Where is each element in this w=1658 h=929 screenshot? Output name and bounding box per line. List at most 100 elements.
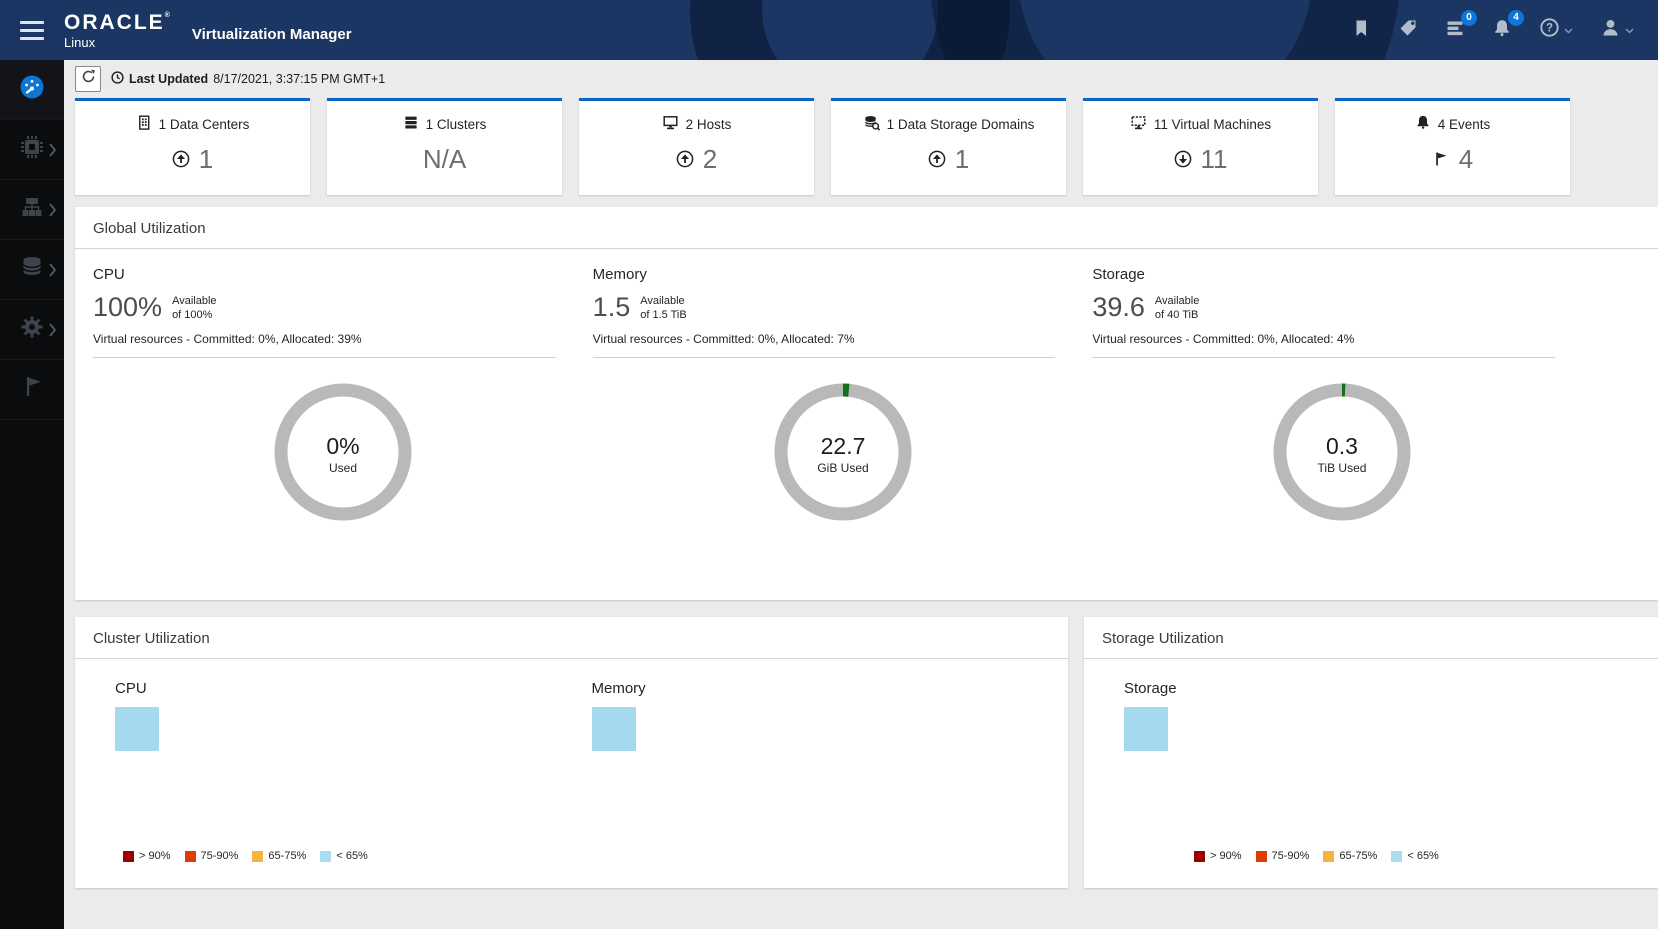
cpu-donut-chart: 0% Used: [274, 383, 412, 521]
notifications-button[interactable]: 4: [1492, 9, 1524, 43]
heatmap-legend: > 90% 75-90% 65-75% < 65%: [1194, 850, 1439, 862]
card-label-text: 1 Data Storage Domains: [886, 116, 1035, 132]
chevron-down-icon: [1625, 21, 1634, 39]
gauge-available-caption: Available of 40 TiB: [1154, 295, 1200, 322]
chevron-right-icon: [49, 323, 57, 342]
legend-item: 65-75%: [1323, 850, 1377, 862]
card-hosts[interactable]: 2 Hosts 2: [579, 98, 814, 195]
legend-item: < 65%: [1391, 850, 1439, 862]
svg-text:GiB Used: GiB Used: [817, 461, 868, 475]
panel-title: Storage Utilization: [1084, 617, 1658, 659]
network-icon: [18, 193, 46, 226]
cluster-utilization-panel: Cluster Utilization CPU Memory > 90% 75-…: [75, 617, 1068, 888]
storage-utilization-panel: Storage Utilization Storage > 90% 75-90%…: [1084, 617, 1658, 888]
card-virtual-machines[interactable]: 11 Virtual Machines 11: [1083, 98, 1318, 195]
card-label-text: 4 Events: [1437, 116, 1491, 132]
sidebar-item-dashboard[interactable]: [0, 60, 64, 120]
legend-item: 75-90%: [184, 850, 238, 862]
gauge-subtext: Virtual resources - Committed: 0%, Alloc…: [1092, 332, 1556, 358]
card-label-text: 2 Hosts: [685, 116, 732, 132]
tasks-button[interactable]: 0: [1445, 9, 1477, 43]
svg-text:0%: 0%: [326, 433, 359, 459]
hamburger-menu-icon[interactable]: [0, 0, 64, 60]
sidebar-item-network[interactable]: [0, 180, 64, 240]
heatmap-cell[interactable]: [1124, 707, 1168, 751]
legend-item: > 90%: [123, 850, 171, 862]
gauge-storage: Storage 39.6 Available of 40 TiB Virtual…: [1092, 257, 1592, 522]
help-icon: ?: [1539, 17, 1560, 43]
gauge-cpu: CPU 100% Available of 100% Virtual resou…: [93, 257, 593, 522]
svg-text:Used: Used: [329, 461, 357, 475]
chevron-right-icon: [49, 263, 57, 282]
legend-swatch: [1194, 850, 1205, 862]
svg-text:0.3: 0.3: [1326, 433, 1358, 459]
brand-oracle-text: ORACLE®: [64, 10, 170, 34]
tasks-count-badge: 0: [1461, 9, 1477, 26]
bookmark-button[interactable]: [1351, 18, 1371, 43]
brand-linux-text: Linux: [64, 34, 96, 50]
legend-item: < 65%: [320, 850, 368, 862]
legend-item: > 90%: [1194, 850, 1242, 862]
card-data-centers[interactable]: 1 Data Centers 1: [75, 98, 310, 195]
header-decor-ring: [690, 0, 1010, 60]
heatmap-cell[interactable]: [591, 707, 636, 751]
down-arrow-circle-icon: [1174, 144, 1192, 175]
gauge-available-caption: Available of 100%: [172, 295, 217, 322]
legend-item: 65-75%: [252, 850, 306, 862]
header-decor-ring: [930, 0, 1400, 60]
gauge-subtext: Virtual resources - Committed: 0%, Alloc…: [592, 332, 1056, 358]
gauge-name: Storage: [1092, 266, 1145, 283]
svg-text:?: ?: [1546, 23, 1553, 35]
legend-swatch: [252, 850, 264, 862]
dashboard-icon: [18, 73, 46, 106]
stat-cards-row: 1 Data Centers 1 1 Clusters N/A: [75, 98, 1658, 195]
storage-heatmap: Storage: [1124, 671, 1601, 751]
card-value-text: N/A: [422, 144, 467, 174]
host-icon: [662, 114, 679, 134]
bottom-panels-row: Cluster Utilization CPU Memory > 90% 75-…: [75, 617, 1658, 888]
bell-icon: [1492, 18, 1512, 43]
cluster-cpu-heatmap: CPU: [115, 671, 592, 751]
gauge-name: CPU: [93, 266, 125, 283]
gauge-available-value: 1.5: [592, 292, 631, 322]
legend-swatch: [184, 850, 196, 862]
card-value-text: 2: [702, 144, 718, 174]
legend-item: 75-90%: [1255, 850, 1309, 862]
heatmap-label: Storage: [1124, 680, 1177, 697]
up-arrow-circle-icon: [928, 144, 946, 175]
tags-button[interactable]: [1398, 18, 1418, 43]
bookmark-icon: [1351, 18, 1371, 43]
chevron-right-icon: [49, 203, 57, 222]
sidebar-item-events[interactable]: [0, 360, 64, 420]
header-actions: 0 4 ?: [1351, 9, 1658, 43]
card-data-storage-domains[interactable]: 1 Data Storage Domains 1: [831, 98, 1066, 195]
card-value-text: 1: [198, 144, 214, 174]
panel-title: Global Utilization: [75, 207, 1658, 249]
user-menu-button[interactable]: [1600, 17, 1634, 43]
chevron-right-icon: [49, 143, 57, 162]
administration-icon: [18, 313, 46, 346]
help-menu-button[interactable]: ?: [1539, 17, 1573, 43]
compute-icon: [18, 133, 46, 166]
svg-text:TiB Used: TiB Used: [1318, 461, 1367, 475]
sidebar-item-storage[interactable]: [0, 240, 64, 300]
last-updated-value: 8/17/2021, 3:37:15 PM GMT+1: [213, 72, 386, 86]
legend-swatch: [123, 850, 134, 862]
card-events[interactable]: 4 Events 4: [1335, 98, 1570, 195]
sidebar-item-administration[interactable]: [0, 300, 64, 360]
heatmap-legend: > 90% 75-90% 65-75% < 65%: [123, 850, 368, 862]
card-value-text: 1: [954, 144, 970, 174]
card-label-text: 11 Virtual Machines: [1153, 116, 1272, 132]
heatmap-cell[interactable]: [115, 707, 159, 751]
oracle-linux-logo[interactable]: ORACLE® Linux: [64, 12, 170, 49]
heatmap-label: CPU: [115, 680, 147, 697]
refresh-icon: [81, 69, 96, 89]
data-center-icon: [136, 114, 152, 134]
refresh-button[interactable]: [75, 66, 101, 92]
card-clusters[interactable]: 1 Clusters N/A: [327, 98, 562, 195]
toolbar: Last Updated 8/17/2021, 3:37:15 PM GMT+1: [64, 60, 1658, 98]
sidebar-item-compute[interactable]: [0, 120, 64, 180]
up-arrow-circle-icon: [172, 144, 190, 175]
chevron-down-icon: [1564, 21, 1573, 39]
bell-icon: [1415, 114, 1431, 134]
